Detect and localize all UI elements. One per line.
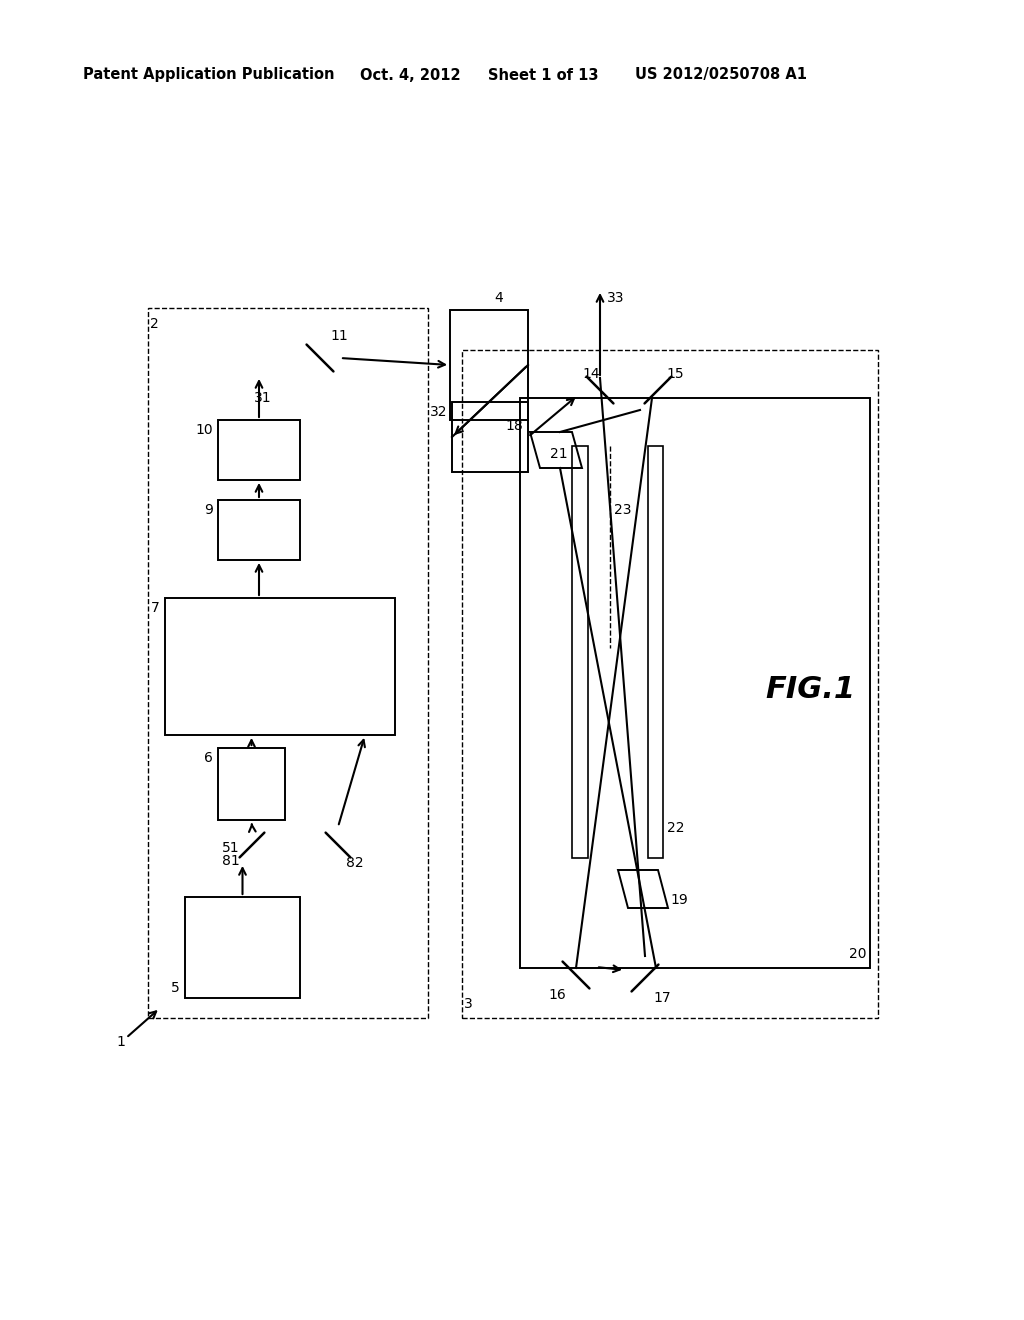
Text: Oct. 4, 2012: Oct. 4, 2012	[360, 67, 461, 82]
Text: 6: 6	[204, 751, 213, 766]
Text: 7: 7	[152, 601, 160, 615]
Bar	[218, 500, 300, 560]
Text: 31: 31	[254, 391, 271, 405]
Text: 32: 32	[429, 405, 447, 418]
Text: 16: 16	[548, 987, 565, 1002]
Text: 1: 1	[116, 1035, 125, 1049]
Text: 23: 23	[614, 503, 632, 517]
Bar	[450, 310, 528, 420]
Text: 14: 14	[582, 367, 600, 381]
Text: 5: 5	[171, 981, 180, 995]
Bar	[452, 403, 528, 473]
Text: 3: 3	[464, 997, 473, 1011]
Bar	[218, 420, 300, 480]
Text: 22: 22	[667, 821, 684, 836]
Text: 17: 17	[653, 991, 671, 1005]
Bar	[462, 350, 878, 1018]
Text: 19: 19	[670, 894, 688, 907]
Bar	[218, 748, 285, 820]
Text: 18: 18	[505, 418, 523, 433]
Text: 15: 15	[666, 367, 684, 381]
Text: 11: 11	[330, 329, 348, 343]
Text: Patent Application Publication: Patent Application Publication	[83, 67, 335, 82]
Text: Sheet 1 of 13: Sheet 1 of 13	[488, 67, 598, 82]
Text: 9: 9	[204, 503, 213, 517]
Bar	[572, 446, 588, 858]
Text: 21: 21	[550, 447, 568, 461]
Text: 81: 81	[222, 854, 240, 869]
Bar	[520, 399, 870, 968]
Text: 82: 82	[346, 855, 364, 870]
Bar	[165, 598, 395, 735]
Text: 4: 4	[494, 290, 503, 305]
Text: 33: 33	[607, 290, 625, 305]
Bar	[648, 446, 663, 858]
Text: 10: 10	[196, 422, 213, 437]
Bar	[185, 898, 300, 998]
Text: 20: 20	[850, 946, 867, 961]
Text: 2: 2	[150, 317, 159, 331]
Text: 51: 51	[222, 841, 240, 855]
Text: FIG.1: FIG.1	[765, 676, 855, 705]
Text: US 2012/0250708 A1: US 2012/0250708 A1	[635, 67, 807, 82]
Bar	[148, 308, 428, 1018]
